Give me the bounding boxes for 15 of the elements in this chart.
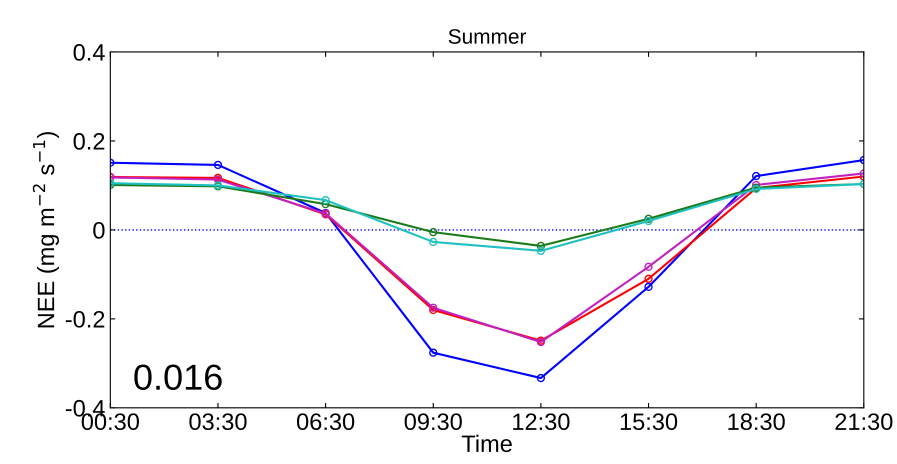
y-tick-label: 0.4	[74, 44, 105, 61]
x-tick-label: 06:30	[296, 413, 354, 430]
x-tick-label: 21:30	[835, 413, 892, 430]
y-tick-label: -0.2	[66, 310, 104, 328]
x-tick-label: 03:30	[189, 413, 247, 430]
x-tick-label: 15:30	[620, 413, 678, 430]
y-axis-title: NEE (mg m$^{−2}$ s$^{−1}$)	[32, 132, 59, 328]
x-tick-label: 18:30	[728, 413, 785, 430]
chart-title: Summer	[448, 29, 526, 44]
x-tick-label: 09:30	[404, 413, 462, 430]
y-tick-label: 0.2	[74, 133, 104, 150]
y-tick-label: 0	[93, 222, 105, 239]
x-axis-title: Time	[462, 434, 512, 452]
annotation: 0.016	[134, 364, 222, 390]
x-tick-label: 12:30	[513, 413, 570, 430]
